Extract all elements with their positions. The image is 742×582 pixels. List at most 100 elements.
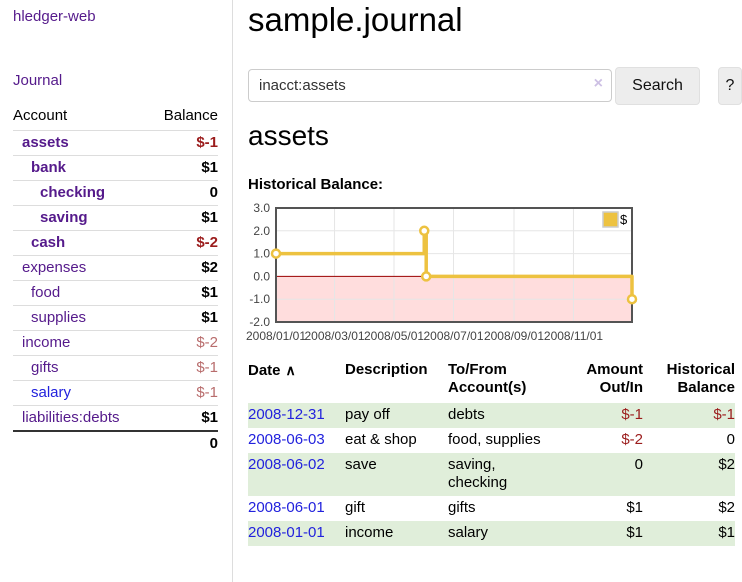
account-row: liabilities:debts $1 — [13, 405, 218, 430]
transaction-accounts: food, supplies — [448, 431, 541, 448]
column-header: Description — [345, 361, 428, 378]
account-link[interactable]: saving — [40, 209, 88, 226]
transaction-description: eat & shop — [345, 431, 417, 448]
transaction-description: income — [345, 524, 394, 541]
account-heading: assets — [248, 120, 329, 151]
total-row: 0 — [13, 430, 218, 455]
account-link[interactable]: gifts — [31, 359, 59, 376]
account-balance: $1 — [201, 309, 218, 326]
account-link[interactable]: liabilities:debts — [22, 409, 120, 426]
sort-ascending-icon: ∧ — [285, 362, 296, 378]
account-row: supplies $1 — [13, 305, 218, 330]
register-table: Date ∧ Description To/From Account(s) Amount… — [248, 359, 735, 546]
account-link[interactable]: salary — [31, 384, 72, 401]
account-link[interactable]: bank — [31, 159, 67, 176]
transaction-accounts: saving, checking — [448, 456, 508, 491]
transaction-description: gift — [345, 499, 366, 516]
x-tick-label: 2008/07/01 — [423, 329, 483, 343]
y-tick-label: 1.0 — [253, 247, 270, 261]
help-button[interactable]: ? — [718, 67, 742, 105]
x-tick-label: 2008/03/01 — [304, 329, 364, 343]
nav-journal-link[interactable]: Journal — [13, 72, 63, 89]
transaction-balance: $2 — [718, 499, 735, 516]
account-link[interactable]: assets — [22, 134, 69, 151]
transaction-row: 2008-01-01 income salary $1 $1 — [248, 521, 735, 546]
account-balance: $1 — [201, 409, 218, 426]
data-point-marker — [419, 225, 430, 237]
transaction-amount: 0 — [634, 456, 643, 473]
sidebar: hledger-web Journal Account Balance asse… — [0, 0, 233, 582]
transaction-accounts: gifts — [448, 499, 476, 516]
y-tick-label: 3.0 — [253, 201, 270, 215]
transaction-accounts: salary — [448, 524, 489, 541]
account-row: salary $-1 — [13, 380, 218, 405]
account-balance: $-2 — [196, 234, 218, 251]
clear-search-icon[interactable]: × — [593, 75, 603, 92]
transaction-amount: $-2 — [621, 431, 643, 448]
account-balance: $-1 — [196, 384, 218, 401]
search-bar: × Search ? — [248, 67, 742, 105]
account-link[interactable]: supplies — [31, 309, 87, 326]
transaction-date-link[interactable]: 2008-06-02 — [248, 456, 325, 473]
account-tree: Account Balance assets $-1 bank $1 checking 0… — [13, 103, 218, 455]
x-tick-label: 2008/01/01 — [246, 329, 306, 343]
account-row: assets $-1 — [13, 130, 218, 155]
search-button[interactable]: Search — [615, 67, 700, 105]
transaction-amount: $1 — [626, 499, 643, 516]
account-balance: $2 — [201, 259, 218, 276]
x-tick-label: 2008/09/01 — [484, 329, 544, 343]
page-title: sample.journal — [248, 1, 463, 38]
account-row: checking 0 — [13, 180, 218, 205]
column-header: Amount Out/In — [586, 361, 643, 396]
account-row: expenses $2 — [13, 255, 218, 280]
y-tick-label: -1.0 — [249, 292, 270, 306]
account-row: bank $1 — [13, 155, 218, 180]
transaction-balance: $-1 — [713, 406, 735, 423]
transaction-description: pay off — [345, 406, 390, 423]
transaction-accounts: debts — [448, 406, 485, 423]
account-row: gifts $-1 — [13, 355, 218, 380]
account-balance: $-2 — [196, 334, 218, 351]
transaction-description: save — [345, 456, 377, 473]
account-row: income $-2 — [13, 330, 218, 355]
account-balance: 0 — [209, 184, 218, 201]
transaction-date-link[interactable]: 2008-12-31 — [248, 406, 325, 423]
legend-swatch — [602, 211, 619, 228]
account-balance: $1 — [201, 284, 218, 301]
account-column-header: Account — [13, 107, 68, 124]
search-input[interactable] — [248, 69, 612, 102]
y-tick-label: 0.0 — [253, 269, 270, 283]
data-point-marker — [420, 271, 432, 282]
account-link[interactable]: income — [22, 334, 71, 351]
transaction-row: 2008-06-01 gift gifts $1 $2 — [248, 496, 735, 521]
column-header: Historical Balance — [666, 361, 735, 396]
account-balance: $1 — [201, 209, 218, 226]
plot-border — [275, 207, 633, 323]
x-tick-label: 2008/11/01 — [544, 329, 603, 343]
data-point-marker — [626, 293, 638, 305]
account-tree-header: Account Balance — [13, 103, 218, 130]
account-balance: $-1 — [196, 359, 218, 376]
transaction-row: 2008-06-02 save saving, checking 0 $2 — [248, 453, 735, 496]
data-point-marker — [270, 248, 282, 259]
transaction-balance: $2 — [718, 456, 735, 473]
account-link[interactable]: cash — [31, 234, 66, 251]
y-tick-label: 2.0 — [253, 224, 270, 238]
transaction-amount: $1 — [626, 524, 643, 541]
transaction-amount: $-1 — [621, 406, 643, 423]
account-row: saving $1 — [13, 205, 218, 230]
account-link[interactable]: expenses — [22, 259, 87, 276]
column-header: To/From Account(s) — [448, 361, 527, 396]
account-link[interactable]: checking — [40, 184, 106, 201]
historical-balance-chart: $3.0 2.0 1.0 0.0 -1.0 -2.02008/01/012008/03/0… — [246, 201, 638, 343]
transaction-date-link[interactable]: 2008-01-01 — [248, 524, 325, 541]
column-header[interactable]: Date ∧ — [248, 362, 296, 379]
account-rows: assets $-1 bank $1 checking 0 saving $1 cash $-2 e… — [13, 130, 218, 430]
total-balance: 0 — [209, 435, 218, 452]
app-title-link[interactable]: hledger-web — [13, 8, 96, 25]
account-row: food $1 — [13, 280, 218, 305]
account-link[interactable]: food — [31, 284, 61, 301]
chart-title: Historical Balance: — [248, 176, 384, 193]
transaction-date-link[interactable]: 2008-06-03 — [248, 431, 325, 448]
transaction-date-link[interactable]: 2008-06-01 — [248, 499, 325, 516]
